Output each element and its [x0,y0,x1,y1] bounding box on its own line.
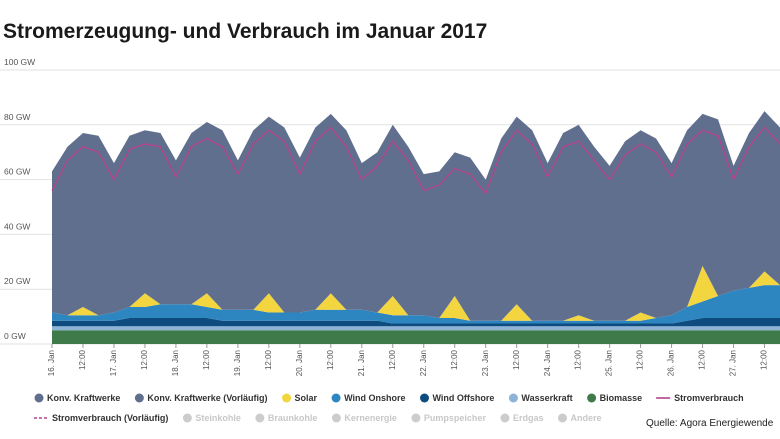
legend-label: Steinkohle [195,413,241,423]
legend-label: Pumpspeicher [424,413,487,423]
x-tick-label: 12:00 [326,349,335,370]
x-tick-label: 23. Jan [481,350,490,376]
x-tick-label: 20. Jan [295,350,304,376]
legend-label: Wind Onshore [344,393,405,403]
legend-label: Stromverbrauch (Vorläufig) [52,413,168,423]
legend-swatch [419,393,429,403]
area [52,326,780,331]
area [52,285,780,324]
area [52,111,780,321]
area [52,330,780,344]
x-tick-label: 22. Jan [419,350,428,376]
legend-swatch [508,393,518,403]
legend-swatch [557,413,567,423]
x-tick-label: 12:00 [140,349,149,370]
legend-swatch [331,393,341,403]
x-tick-label: 12:00 [202,349,211,370]
x-tick-label: 17. Jan [109,350,118,376]
y-tick-label: 20 GW [4,276,30,286]
x-tick-label: 12:00 [760,349,769,370]
y-tick-label: 0 GW [4,331,26,341]
line [51,126,780,195]
legend-label: Biomasse [600,393,643,403]
legend-label: Erdgas [513,413,544,423]
x-tick-label: 19. Jan [233,350,242,376]
y-tick-label: 40 GW [4,221,30,231]
x-tick-label: 24. Jan [543,350,552,376]
x-tick-label: 27. Jan [729,350,738,376]
x-tick-label: 12:00 [450,349,459,370]
x-tick-label: 16. Jan [47,350,56,376]
legend-label: Andere [570,413,601,423]
area [52,317,780,327]
legend-label: Solar [295,393,318,403]
legend-swatch [282,393,292,403]
x-tick-label: 18. Jan [171,350,180,376]
legend-label: Stromverbrauch [674,393,744,403]
x-tick-label: 26. Jan [667,350,676,376]
legend-label: Kernenergie [344,413,397,423]
x-tick-label: 12:00 [264,349,273,370]
x-tick-label: 12:00 [512,349,521,370]
legend-swatch [134,393,144,403]
x-tick-label: 12:00 [78,349,87,370]
x-tick-label: 12:00 [698,349,707,370]
x-tick-label: 21. Jan [357,350,366,376]
x-tick-label: 12:00 [388,349,397,370]
legend-label: Wasserkraft [521,393,572,403]
legend-swatch [500,413,510,423]
y-tick-label: 100 GW [4,57,35,67]
legend-label: Braunkohle [268,413,318,423]
legend-swatch [411,413,421,423]
y-tick-label: 80 GW [4,112,30,122]
legend-label: Wind Offshore [432,393,494,403]
legend-swatch [34,393,44,403]
legend-swatch [587,393,597,403]
x-tick-label: 12:00 [574,349,583,370]
legend-swatch [331,413,341,423]
legend-swatch [255,413,265,423]
source: Quelle: Agora Energiewende [646,418,774,429]
chart-title: Stromerzeugung- und Verbrauch im Januar … [3,20,487,43]
y-tick-label: 60 GW [4,167,30,177]
x-tick-label: 12:00 [636,349,645,370]
legend-label: Konv. Kraftwerke [47,393,120,403]
legend-swatch [182,413,192,423]
x-tick-label: 25. Jan [605,350,614,376]
legend-label: Konv. Kraftwerke (Vorläufig) [147,393,267,403]
